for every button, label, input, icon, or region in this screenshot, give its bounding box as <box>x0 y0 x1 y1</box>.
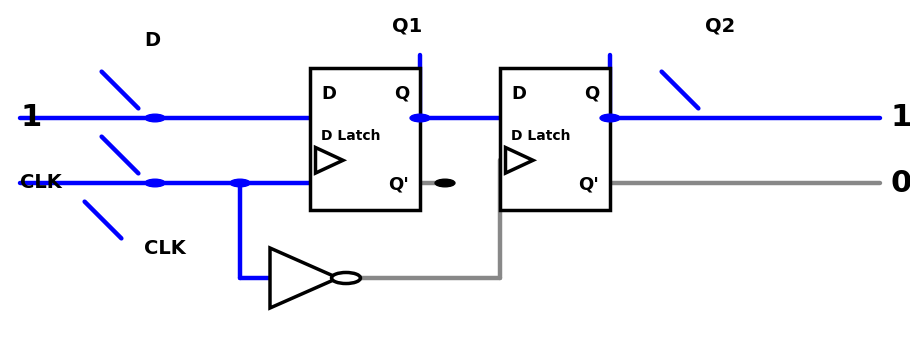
Circle shape <box>600 114 620 122</box>
Text: Q1: Q1 <box>392 16 422 35</box>
Polygon shape <box>316 148 343 173</box>
Polygon shape <box>270 248 338 308</box>
Text: Q: Q <box>583 85 599 103</box>
Text: Q2: Q2 <box>705 16 735 35</box>
Circle shape <box>410 114 430 122</box>
Circle shape <box>331 272 360 284</box>
Text: Q': Q' <box>389 175 409 193</box>
Text: CLK: CLK <box>20 174 62 192</box>
Bar <box>500 68 610 210</box>
Text: 1: 1 <box>20 103 41 133</box>
Text: CLK: CLK <box>144 239 186 258</box>
Text: D: D <box>321 85 336 103</box>
Text: D Latch: D Latch <box>321 129 380 143</box>
Bar <box>310 68 420 210</box>
Circle shape <box>145 114 165 122</box>
Circle shape <box>435 179 455 187</box>
Text: D: D <box>144 31 160 50</box>
Circle shape <box>230 179 250 187</box>
Text: 0: 0 <box>890 168 910 198</box>
Text: D Latch: D Latch <box>511 129 571 143</box>
Text: Q: Q <box>394 85 409 103</box>
Text: Q': Q' <box>578 175 599 193</box>
Polygon shape <box>505 148 533 173</box>
Circle shape <box>145 179 165 187</box>
Text: 1: 1 <box>890 103 910 133</box>
Text: D: D <box>511 85 526 103</box>
